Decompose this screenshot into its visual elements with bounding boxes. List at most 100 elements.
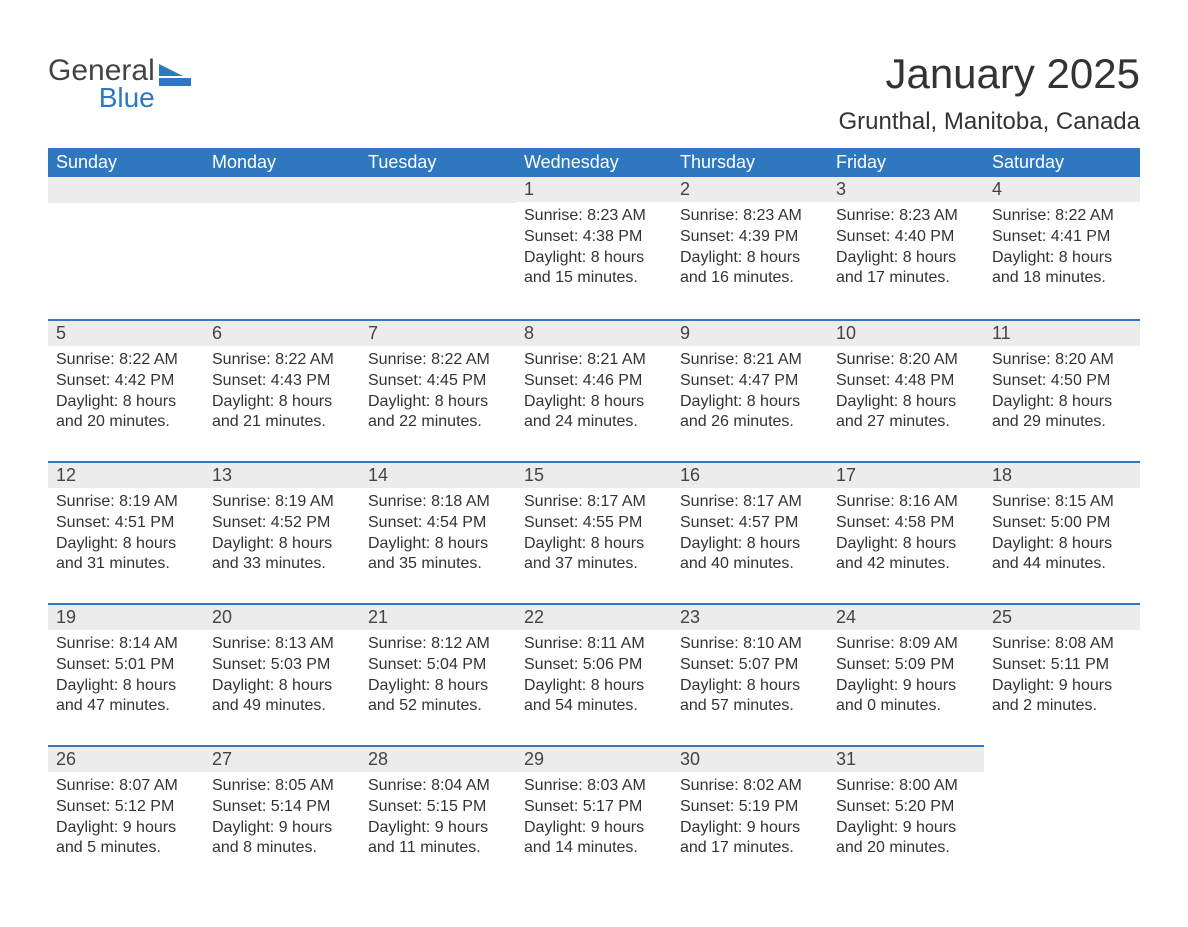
day-d1: Daylight: 8 hours <box>212 392 352 413</box>
day-d2: and 2 minutes. <box>992 696 1132 717</box>
weekday-header: Tuesday <box>360 148 516 177</box>
day-d1: Daylight: 9 hours <box>212 818 352 839</box>
day-sunrise: Sunrise: 8:02 AM <box>680 776 820 797</box>
calendar-cell <box>48 177 204 319</box>
day-number: 10 <box>828 319 984 346</box>
day-body: Sunrise: 8:23 AMSunset: 4:38 PMDaylight:… <box>516 202 672 295</box>
calendar-page: General Blue January 2025 Grunthal, Mani… <box>0 0 1188 927</box>
day-sunset: Sunset: 4:38 PM <box>524 227 664 248</box>
day-d2: and 44 minutes. <box>992 554 1132 575</box>
weekday-header: Friday <box>828 148 984 177</box>
day-number: 27 <box>204 745 360 772</box>
day-d2: and 22 minutes. <box>368 412 508 433</box>
calendar-cell: 25Sunrise: 8:08 AMSunset: 5:11 PMDayligh… <box>984 603 1140 745</box>
flag-icon <box>159 62 195 91</box>
calendar-cell: 20Sunrise: 8:13 AMSunset: 5:03 PMDayligh… <box>204 603 360 745</box>
calendar-week-row: 5Sunrise: 8:22 AMSunset: 4:42 PMDaylight… <box>48 319 1140 461</box>
day-body: Sunrise: 8:19 AMSunset: 4:51 PMDaylight:… <box>48 488 204 581</box>
day-d2: and 20 minutes. <box>836 838 976 859</box>
day-sunset: Sunset: 4:52 PM <box>212 513 352 534</box>
day-sunrise: Sunrise: 8:08 AM <box>992 634 1132 655</box>
day-sunset: Sunset: 4:51 PM <box>56 513 196 534</box>
day-d2: and 16 minutes. <box>680 268 820 289</box>
day-number: 8 <box>516 319 672 346</box>
day-sunrise: Sunrise: 8:22 AM <box>368 350 508 371</box>
day-body: Sunrise: 8:11 AMSunset: 5:06 PMDaylight:… <box>516 630 672 723</box>
day-sunrise: Sunrise: 8:10 AM <box>680 634 820 655</box>
day-sunrise: Sunrise: 8:23 AM <box>524 206 664 227</box>
calendar-cell: 24Sunrise: 8:09 AMSunset: 5:09 PMDayligh… <box>828 603 984 745</box>
day-number: 4 <box>984 177 1140 202</box>
calendar-cell <box>204 177 360 319</box>
day-d1: Daylight: 8 hours <box>836 248 976 269</box>
day-number: 28 <box>360 745 516 772</box>
day-sunset: Sunset: 5:20 PM <box>836 797 976 818</box>
day-number: 20 <box>204 603 360 630</box>
calendar-cell: 23Sunrise: 8:10 AMSunset: 5:07 PMDayligh… <box>672 603 828 745</box>
day-number: 17 <box>828 461 984 488</box>
day-sunrise: Sunrise: 8:22 AM <box>212 350 352 371</box>
day-sunset: Sunset: 4:42 PM <box>56 371 196 392</box>
day-number: 16 <box>672 461 828 488</box>
calendar-cell: 13Sunrise: 8:19 AMSunset: 4:52 PMDayligh… <box>204 461 360 603</box>
day-d2: and 47 minutes. <box>56 696 196 717</box>
location-label: Grunthal, Manitoba, Canada <box>838 108 1140 136</box>
month-title: January 2025 <box>838 50 1140 98</box>
day-d2: and 35 minutes. <box>368 554 508 575</box>
day-sunrise: Sunrise: 8:13 AM <box>212 634 352 655</box>
day-d2: and 42 minutes. <box>836 554 976 575</box>
calendar-cell: 31Sunrise: 8:00 AMSunset: 5:20 PMDayligh… <box>828 745 984 887</box>
day-body: Sunrise: 8:22 AMSunset: 4:41 PMDaylight:… <box>984 202 1140 295</box>
day-number: 15 <box>516 461 672 488</box>
day-d1: Daylight: 8 hours <box>524 676 664 697</box>
day-sunset: Sunset: 4:40 PM <box>836 227 976 248</box>
day-sunset: Sunset: 4:54 PM <box>368 513 508 534</box>
calendar-week-row: 19Sunrise: 8:14 AMSunset: 5:01 PMDayligh… <box>48 603 1140 745</box>
day-sunrise: Sunrise: 8:00 AM <box>836 776 976 797</box>
day-sunrise: Sunrise: 8:18 AM <box>368 492 508 513</box>
day-number: 19 <box>48 603 204 630</box>
day-d2: and 40 minutes. <box>680 554 820 575</box>
day-d1: Daylight: 8 hours <box>992 248 1132 269</box>
weekday-header: Saturday <box>984 148 1140 177</box>
logo-text: General Blue <box>48 56 155 112</box>
empty-day-strip <box>204 177 360 203</box>
day-number: 26 <box>48 745 204 772</box>
day-sunset: Sunset: 4:50 PM <box>992 371 1132 392</box>
day-sunrise: Sunrise: 8:23 AM <box>836 206 976 227</box>
day-number: 22 <box>516 603 672 630</box>
calendar-cell: 27 Sunrise: 8:05 AMSunset: 5:14 PMDayligh… <box>204 745 360 887</box>
day-body: Sunrise: 8:17 AMSunset: 4:55 PMDaylight:… <box>516 488 672 581</box>
day-sunrise: Sunrise: 8:05 AM <box>212 776 352 797</box>
calendar-cell <box>360 177 516 319</box>
day-number: 18 <box>984 461 1140 488</box>
calendar-cell: 2Sunrise: 8:23 AMSunset: 4:39 PMDaylight… <box>672 177 828 319</box>
calendar-cell: 16Sunrise: 8:17 AMSunset: 4:57 PMDayligh… <box>672 461 828 603</box>
day-number: 7 <box>360 319 516 346</box>
day-d2: and 18 minutes. <box>992 268 1132 289</box>
weekday-header: Sunday <box>48 148 204 177</box>
day-number: 13 <box>204 461 360 488</box>
day-sunrise: Sunrise: 8:04 AM <box>368 776 508 797</box>
calendar-cell: 22Sunrise: 8:11 AMSunset: 5:06 PMDayligh… <box>516 603 672 745</box>
day-d2: and 27 minutes. <box>836 412 976 433</box>
day-sunset: Sunset: 5:14 PM <box>212 797 352 818</box>
day-d1: Daylight: 8 hours <box>524 248 664 269</box>
day-sunset: Sunset: 5:00 PM <box>992 513 1132 534</box>
calendar-table: Sunday Monday Tuesday Wednesday Thursday… <box>48 148 1140 887</box>
day-number: 12 <box>48 461 204 488</box>
calendar-cell: 3Sunrise: 8:23 AMSunset: 4:40 PMDaylight… <box>828 177 984 319</box>
calendar-cell: 5Sunrise: 8:22 AMSunset: 4:42 PMDaylight… <box>48 319 204 461</box>
day-body: Sunrise: 8:08 AMSunset: 5:11 PMDaylight:… <box>984 630 1140 723</box>
day-sunset: Sunset: 4:39 PM <box>680 227 820 248</box>
day-d1: Daylight: 8 hours <box>368 534 508 555</box>
weekday-header: Monday <box>204 148 360 177</box>
calendar-cell: 7Sunrise: 8:22 AMSunset: 4:45 PMDaylight… <box>360 319 516 461</box>
day-sunset: Sunset: 5:01 PM <box>56 655 196 676</box>
calendar-cell: 9Sunrise: 8:21 AMSunset: 4:47 PMDaylight… <box>672 319 828 461</box>
day-d1: Daylight: 8 hours <box>836 392 976 413</box>
day-sunrise: Sunrise: 8:21 AM <box>680 350 820 371</box>
day-number: 11 <box>984 319 1140 346</box>
day-d2: and 29 minutes. <box>992 412 1132 433</box>
day-d1: Daylight: 8 hours <box>56 676 196 697</box>
